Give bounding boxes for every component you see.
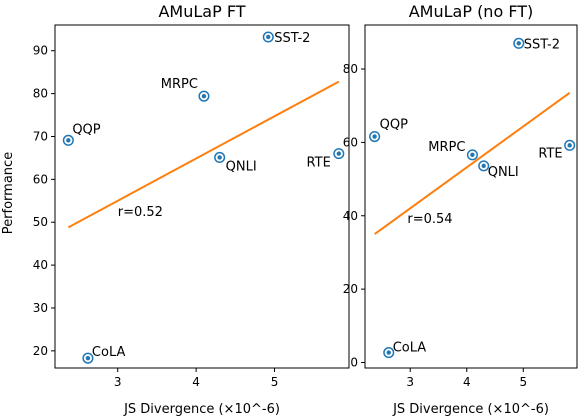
y-tick-label: 20 (343, 282, 358, 296)
data-point-marker (369, 130, 381, 143)
y-tick-label: 40 (343, 209, 358, 223)
data-point-sst-2: SST-2 (513, 37, 560, 52)
data-point-marker (62, 134, 74, 146)
trend-line (67, 80, 340, 229)
data-point-center (85, 355, 91, 361)
chart-title: AMuLaP FT (158, 2, 245, 21)
data-point-qqp: QQP (62, 122, 101, 146)
point-label: MRPC (161, 77, 198, 92)
y-tick-label: 80 (33, 87, 48, 101)
point-label: RTE (538, 146, 562, 161)
data-point-center (516, 41, 521, 46)
x-axis-label: JS Divergence (×10^-6) (392, 402, 549, 417)
x-tick-label: 5 (519, 375, 527, 389)
data-point-qnli: QNLI (214, 151, 257, 174)
chart-title: AMuLaP (no FT) (409, 2, 534, 21)
data-point-center (567, 143, 572, 148)
data-point-cola: CoLA (383, 341, 427, 359)
data-point-qnli: QNLI (478, 160, 519, 180)
x-tick-label: 3 (114, 375, 122, 389)
x-axis-label: JS Divergence (×10^-6) (123, 402, 280, 417)
data-point-center (266, 34, 271, 40)
point-label: QQP (380, 118, 408, 133)
y-tick-label: 70 (33, 129, 48, 143)
plot-frame (54, 24, 350, 369)
data-point-center (372, 134, 377, 139)
y-tick-label: 40 (33, 258, 48, 272)
y-axis-label: Performance (1, 152, 16, 234)
data-point-marker (478, 160, 490, 172)
data-point-marker (262, 31, 274, 43)
y-tick-label: 60 (33, 172, 48, 186)
x-tick-label: 5 (271, 375, 279, 389)
data-point-center (201, 93, 207, 99)
data-point-rte: RTE (307, 148, 345, 171)
point-label: CoLA (393, 341, 427, 356)
point-label: QNLI (488, 165, 519, 180)
data-point-center (336, 151, 342, 156)
chart-panel-1: AMuLaP FT JS Divergence (×10^-6)3 4 5 20 30 40… (33, 2, 350, 417)
data-point-rte: RTE (538, 139, 576, 161)
data-point-center (386, 350, 391, 355)
data-point-center (217, 155, 222, 160)
y-tick-label: 20 (33, 344, 48, 358)
y-tick-label: 50 (33, 215, 48, 229)
point-label: CoLA (92, 345, 126, 360)
point-label: QNLI (226, 159, 257, 174)
x-tick-label: 4 (463, 375, 471, 389)
data-point-marker (513, 37, 525, 49)
data-point-marker (564, 139, 576, 151)
point-label: MRPC (428, 140, 465, 155)
point-label: SST-2 (274, 31, 310, 46)
data-point-center (470, 152, 475, 158)
data-point-marker (214, 151, 226, 164)
correlation-label: r=0.52 (118, 205, 163, 220)
data-point-mrpc: MRPC (428, 140, 478, 161)
data-point-center (66, 138, 71, 143)
chart-panel-2: AMuLaP (no FT) JS Divergence (×10^-6) 3 4 5 0… (343, 2, 578, 417)
y-tick-label: 90 (33, 44, 48, 58)
correlation-label: r=0.54 (407, 212, 452, 227)
x-tick-label: 4 (192, 375, 200, 389)
plot-frame (364, 24, 578, 369)
data-point-sst-2: SST-2 (262, 31, 310, 46)
x-tick-label: 3 (406, 375, 414, 389)
data-point-marker (198, 90, 210, 102)
data-point-marker (333, 148, 345, 160)
point-label: SST-2 (524, 37, 560, 52)
data-point-cola: CoLA (82, 345, 126, 364)
data-point-marker (383, 347, 395, 359)
data-point-center (481, 163, 486, 169)
trend-line (374, 92, 571, 235)
data-point-qqp: QQP (369, 118, 408, 143)
point-label: RTE (307, 156, 331, 171)
point-label: QQP (72, 122, 100, 137)
y-tick-label: 30 (33, 301, 48, 315)
data-point-marker (82, 352, 94, 364)
data-point-mrpc: MRPC (161, 77, 210, 102)
y-tick-label: 80 (343, 62, 358, 76)
y-tick-label: 60 (343, 135, 358, 149)
y-tick-label: 0 (350, 355, 358, 369)
data-point-marker (466, 149, 478, 161)
